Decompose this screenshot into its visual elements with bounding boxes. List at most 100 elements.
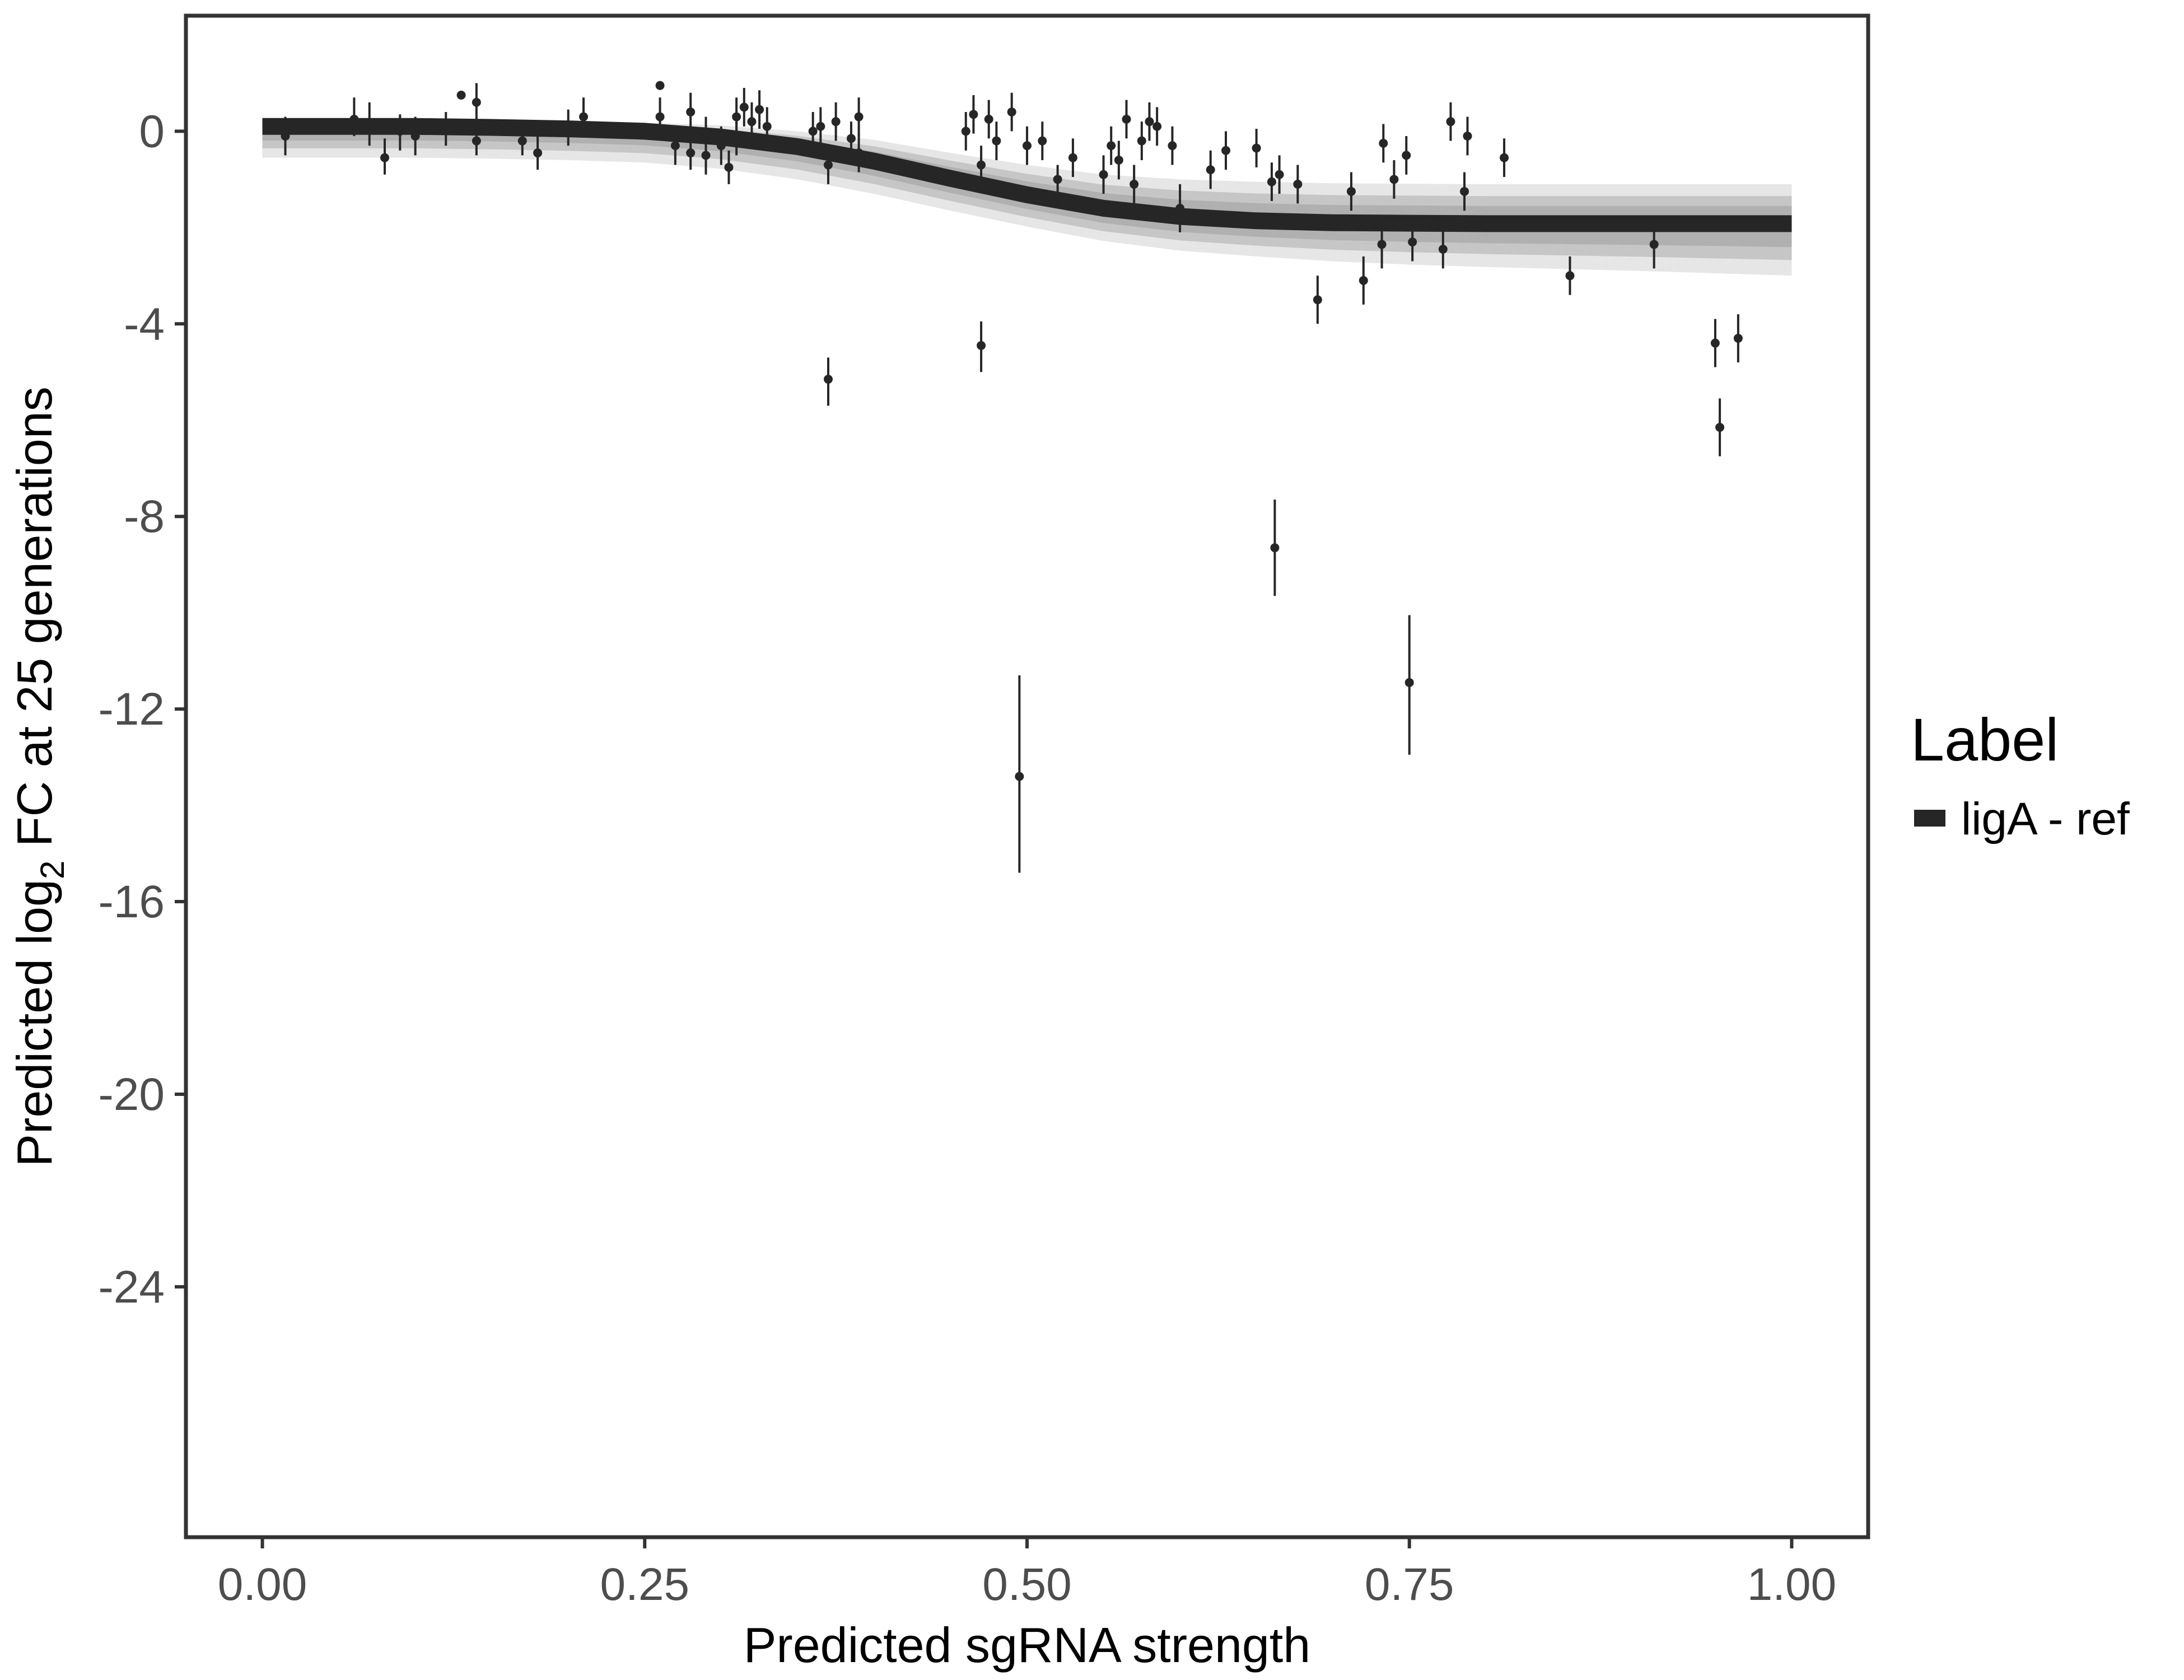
data-point: [1379, 138, 1388, 148]
data-point: [410, 131, 420, 141]
data-point: [1122, 114, 1131, 124]
data-point: [732, 131, 741, 141]
data-point: [701, 151, 711, 160]
x-axis-title: Predicted sgRNA strength: [744, 1617, 1311, 1673]
legend: Label ligA - ref: [1911, 706, 2130, 844]
data-point: [823, 160, 833, 170]
legend-key-swatch: [1914, 810, 1945, 827]
data-point: [1038, 136, 1047, 146]
data-point: [1408, 237, 1417, 247]
data-point: [365, 119, 374, 129]
legend-title: Label: [1911, 706, 2059, 773]
data-point: [716, 141, 726, 151]
data-point: [984, 114, 993, 124]
data-point: [380, 153, 390, 162]
data-point: [1221, 146, 1231, 155]
data-point: [1500, 153, 1509, 162]
data-point: [655, 112, 665, 122]
data-point: [1377, 240, 1387, 249]
data-point: [992, 136, 1001, 146]
data-point: [1168, 141, 1177, 151]
fit-line: [262, 118, 1792, 232]
data-point: [670, 141, 680, 151]
data-point: [762, 122, 772, 131]
data-point: [977, 160, 986, 170]
data-point: [1359, 276, 1368, 285]
data-point: [846, 134, 856, 143]
data-point: [1463, 131, 1472, 141]
data-point: [1710, 338, 1720, 348]
data-point: [1402, 151, 1411, 160]
data-point: [1107, 141, 1116, 151]
x-tick-label: 0.25: [600, 1559, 689, 1610]
data-point: [281, 131, 290, 141]
data-point: [563, 122, 573, 131]
y-tick-label: -4: [124, 298, 165, 349]
data-point: [1175, 203, 1185, 213]
data-point: [1023, 141, 1032, 151]
data-point: [1114, 155, 1123, 165]
data-point: [823, 375, 833, 384]
y-tick-label: -8: [124, 491, 165, 542]
fit-line-path: [262, 118, 1792, 232]
data-point: [1275, 170, 1284, 179]
data-point: [1007, 107, 1016, 116]
data-point: [1404, 678, 1414, 687]
data-point: [1346, 186, 1356, 196]
data-point: [395, 127, 405, 136]
y-tick-label: 0: [139, 106, 165, 157]
y-axis-title: Predicted log2 FC at 25 generations: [7, 386, 71, 1166]
data-point: [854, 148, 864, 158]
data-points: [281, 81, 1743, 873]
data-point: [1267, 177, 1276, 186]
data-point: [961, 127, 970, 136]
data-point: [1068, 153, 1077, 162]
data-point: [456, 90, 466, 100]
data-point: [969, 110, 978, 119]
x-axis: 0.00 0.25 0.50 0.75 1.00: [218, 1537, 1837, 1610]
data-point: [1145, 117, 1154, 127]
data-point: [1130, 179, 1139, 189]
data-point: [831, 117, 841, 127]
data-point: [1099, 170, 1108, 179]
data-point: [1715, 423, 1725, 432]
legend-entry-label: ligA - ref: [1961, 794, 2130, 844]
x-tick-label: 1.00: [1747, 1559, 1837, 1610]
data-point: [1152, 122, 1162, 131]
data-point: [1252, 143, 1261, 153]
data-point: [441, 124, 451, 134]
y-axis: 0 -4 -8 -12 -16 -20 -24: [98, 106, 186, 1313]
data-point: [1446, 117, 1455, 127]
data-point: [1270, 543, 1280, 553]
data-point: [755, 105, 764, 114]
x-tick-label: 0.00: [218, 1559, 307, 1610]
x-tick-label: 0.75: [1365, 1559, 1454, 1610]
y-axis-title-part-2: FC at 25 generations: [7, 386, 62, 860]
data-point: [1389, 175, 1399, 184]
data-point: [472, 97, 481, 107]
data-point: [1293, 179, 1303, 189]
data-point: [747, 117, 757, 127]
data-point: [517, 136, 527, 146]
data-point: [579, 112, 589, 122]
y-tick-label: -12: [98, 684, 165, 735]
data-point: [808, 127, 818, 136]
data-point: [1649, 240, 1659, 249]
y-tick-label: -24: [98, 1262, 165, 1313]
data-point: [1206, 165, 1215, 175]
y-tick-label: -20: [98, 1069, 165, 1120]
data-point: [1053, 175, 1062, 184]
data-point: [686, 148, 696, 158]
data-point: [1438, 245, 1448, 254]
data-point: [1313, 295, 1322, 305]
data-point: [1565, 271, 1575, 281]
data-point: [686, 107, 696, 116]
data-point: [533, 148, 543, 158]
data-point: [739, 102, 749, 112]
data-point: [724, 162, 734, 172]
data-point: [854, 112, 864, 122]
data-point: [816, 122, 825, 131]
y-axis-title-part-1: Predicted log: [7, 879, 62, 1167]
data-point: [1460, 186, 1469, 196]
